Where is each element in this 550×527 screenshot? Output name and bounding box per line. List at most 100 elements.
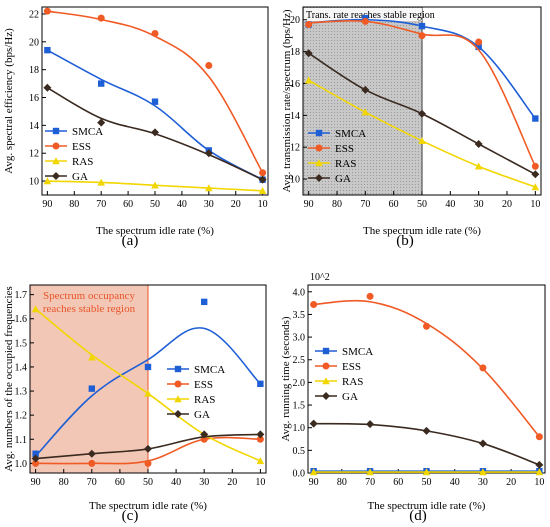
data-point-ga — [204, 149, 213, 158]
y-tick-label: 20 — [290, 15, 300, 26]
x-tick-label: 50 — [143, 477, 153, 488]
legend-label: ESS — [72, 141, 91, 153]
y-tick-label: 1.3 — [15, 387, 28, 398]
data-point-ras — [474, 162, 483, 170]
y-tick-label: 10 — [290, 175, 300, 186]
data-point-ga — [474, 140, 483, 149]
x-tick-label: 10 — [530, 199, 540, 210]
panel-a: 90 80 70 60 50 40 30 20 10 10 12 14 16 18 20 22 The spec… — [3, 6, 269, 249]
legend-label: SMCA — [335, 128, 366, 140]
x-tick-label: 30 — [199, 477, 209, 488]
y-tick-label: 22 — [29, 9, 39, 20]
data-point-ess — [418, 32, 426, 40]
data-point-ga — [531, 170, 540, 179]
data-point-ga — [418, 109, 426, 118]
data-point-ga — [43, 83, 52, 92]
data-point-ras — [258, 187, 267, 195]
data-point-ras — [309, 468, 318, 476]
data-point-ras — [304, 76, 313, 84]
data-point-ras — [88, 353, 96, 361]
data-point-ras — [361, 108, 370, 116]
legend-marker — [174, 410, 182, 418]
data-point-ras — [531, 183, 540, 191]
y-tick-label: 18 — [290, 47, 300, 58]
data-point-ess — [43, 7, 51, 15]
x-tick-label: 50 — [422, 477, 432, 488]
data-point-ga — [31, 454, 40, 463]
legend-label: SMCA — [194, 364, 225, 376]
data-point-ess — [305, 21, 313, 29]
legend: SMCA ESS RAS GA — [167, 364, 225, 421]
data-point-smca — [144, 363, 152, 371]
x-tick-label: 50 — [417, 199, 427, 210]
data-point-ga — [478, 439, 487, 448]
data-point-smca — [475, 43, 482, 51]
y-tick-label: 16 — [29, 93, 39, 104]
y-tick-label: 1.5 — [293, 401, 306, 412]
data-point-ras — [256, 457, 265, 465]
data-point-ess — [256, 435, 264, 443]
y-tick-label: 1.7 — [15, 290, 28, 301]
data-point-smca — [44, 46, 51, 54]
legend-marker — [315, 174, 323, 182]
data-point-ras — [422, 468, 431, 476]
x-axis-label: The spectrum idle rate (%) — [96, 225, 214, 237]
y-axis-label: Avg. numbers of the occupied frequencies — [3, 286, 15, 472]
panel-d: 90 80 70 60 50 40 30 20 10 0.0 0.5 1.0 1.5 2.0 2.5 3.0 3… — [280, 272, 546, 524]
y-tick-label: 3.5 — [293, 310, 306, 321]
legend-label: SMCA — [72, 126, 103, 138]
x-tick-label: 70 — [87, 477, 97, 488]
y-tick-label: 2.5 — [293, 355, 306, 366]
x-tick-label: 50 — [150, 199, 160, 210]
legend-marker — [52, 172, 60, 180]
data-point-ess — [144, 459, 152, 467]
series-line-ess — [308, 19, 537, 167]
data-point-ess — [479, 364, 487, 372]
panel-caption: (a) — [122, 233, 139, 249]
y-tick-label: 12 — [290, 143, 300, 154]
data-point-smca — [257, 380, 264, 388]
x-axis-label: The spectrum idle rate (%) — [368, 500, 486, 512]
legend-label: GA — [342, 391, 358, 403]
stable-region-texture — [303, 7, 422, 195]
y-tick-label: 3.0 — [293, 333, 306, 344]
x-axis-label: The spectrum idle rate (%) — [89, 500, 207, 512]
x-tick-label: 40 — [171, 477, 181, 488]
y-tick-label: 1.2 — [15, 411, 28, 422]
data-point-ga — [151, 128, 159, 137]
x-tick-label: 60 — [393, 477, 403, 488]
y-axis-label: Avg. spectral efficiency (bps/Hz) — [3, 28, 15, 174]
data-point-ras — [479, 468, 487, 476]
legend-label: RAS — [72, 156, 93, 168]
x-tick-label: 90 — [304, 199, 314, 210]
legend-label: ESS — [194, 379, 213, 391]
x-tick-label: 70 — [360, 199, 370, 210]
data-point-ga — [535, 460, 544, 469]
series-line-ess — [47, 10, 264, 174]
legend-marker — [174, 365, 182, 373]
y-tick-label: 18 — [29, 65, 39, 76]
legend-marker — [322, 362, 330, 370]
data-point-ess — [97, 14, 105, 22]
data-point-ess — [475, 38, 483, 46]
data-point-ras — [535, 468, 544, 476]
x-tick-label: 60 — [115, 477, 125, 488]
data-point-ess — [151, 29, 159, 37]
data-point-smca — [418, 22, 426, 30]
x-tick-label: 30 — [478, 477, 488, 488]
y-axis-label: Avg. running time (seconds) — [280, 316, 292, 441]
x-tick-label: 30 — [204, 199, 214, 210]
data-point-ga — [422, 426, 431, 435]
data-point-ga — [97, 118, 106, 127]
panel-caption: (b) — [396, 233, 414, 249]
data-point-ess — [535, 433, 543, 441]
y-tick-label: 10 — [29, 177, 39, 188]
panel-caption: (c) — [122, 508, 139, 524]
legend-marker — [315, 129, 323, 137]
legend: SMCA ESS RAS GA — [308, 128, 366, 185]
data-point-ras — [418, 137, 426, 145]
data-point-ras — [144, 389, 152, 397]
legend-label: GA — [335, 173, 351, 185]
y-tick-label: 1.1 — [15, 435, 28, 446]
